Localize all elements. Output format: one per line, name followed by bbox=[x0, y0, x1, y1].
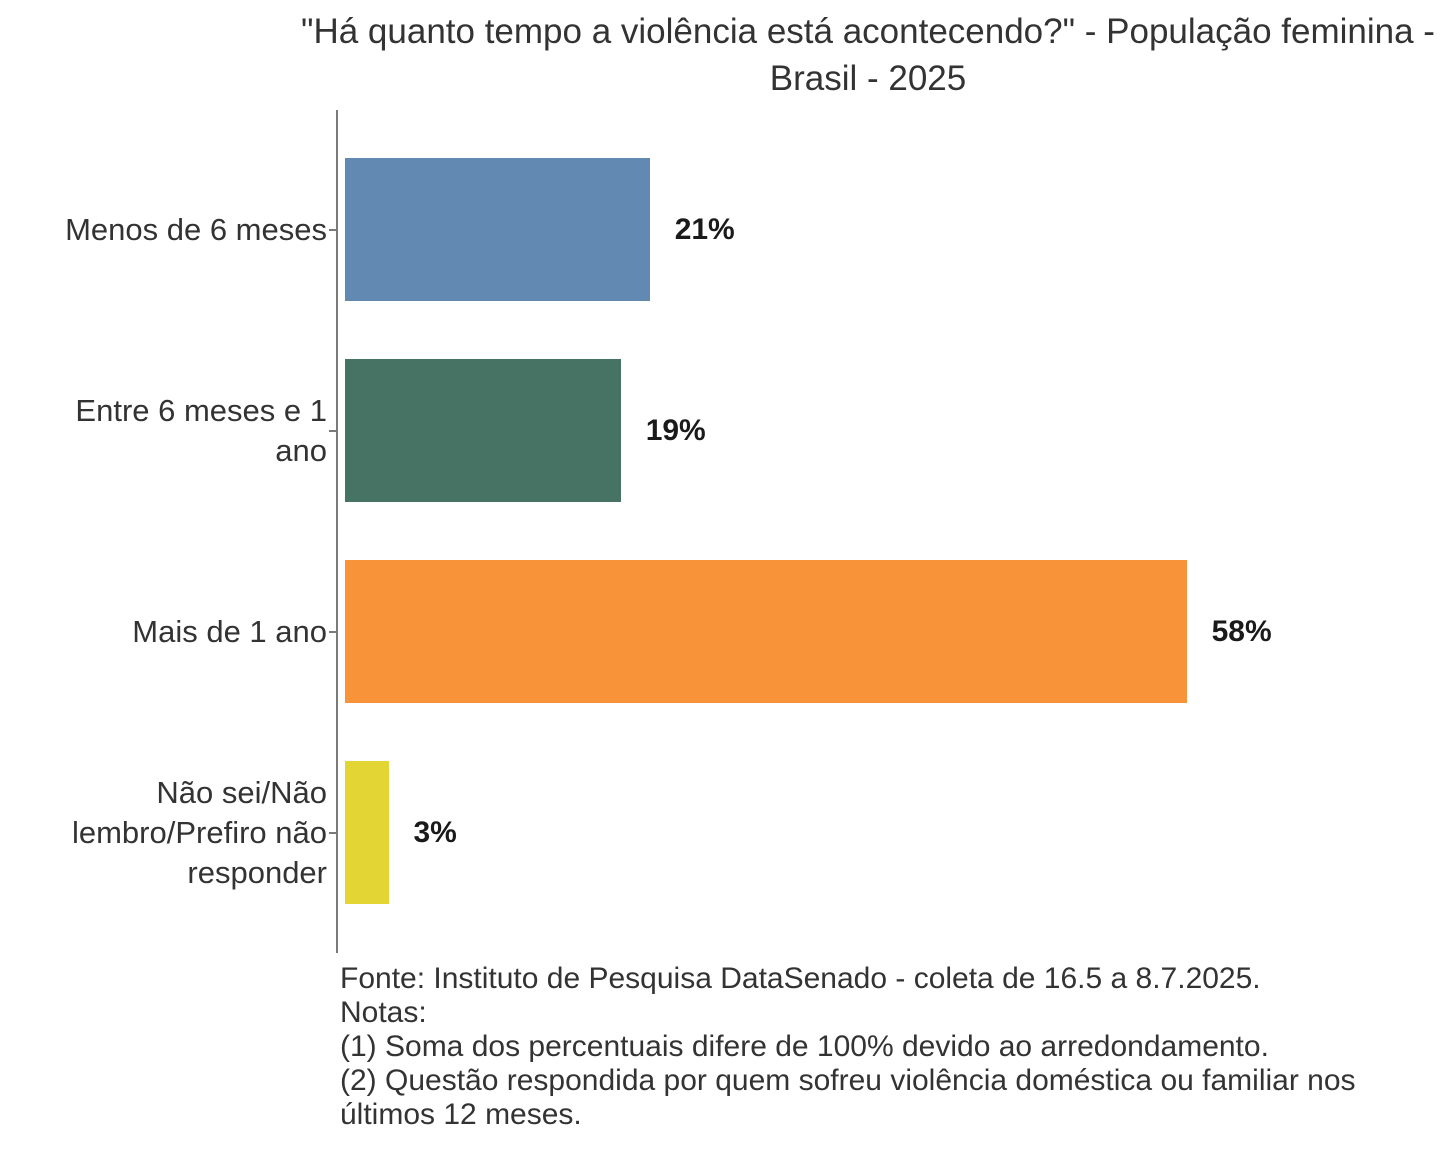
category-label: Não sei/Não lembro/Prefiro não responder bbox=[71, 774, 327, 890]
value-label: 3% bbox=[413, 815, 457, 849]
value-label: 21% bbox=[674, 212, 735, 246]
caption-fonte: Fonte: Instituto de Pesquisa DataSenado … bbox=[340, 962, 1261, 995]
bar-row: Menos de 6 meses 21% bbox=[0, 129, 1440, 330]
caption-note-2: (2) Questão respondida por quem sofreu v… bbox=[340, 1064, 1356, 1131]
axis-tick bbox=[329, 630, 338, 633]
value-label: 19% bbox=[645, 413, 706, 447]
axis-tick bbox=[329, 831, 338, 834]
bar-row: Não sei/Não lembro/Prefiro não responder… bbox=[0, 732, 1440, 933]
value-label: 58% bbox=[1211, 614, 1272, 648]
chart-title: "Há quanto tempo a violência está aconte… bbox=[301, 12, 1435, 98]
caption-note-1: (1) Soma dos percentuais difere de 100% … bbox=[340, 1030, 1269, 1063]
plot-area: Menos de 6 meses 21% Entre 6 meses e 1 a… bbox=[0, 110, 1440, 953]
bar bbox=[345, 359, 621, 502]
axis-tick bbox=[329, 228, 338, 231]
axis-tick bbox=[329, 429, 338, 432]
bar bbox=[345, 560, 1187, 703]
bar bbox=[345, 761, 389, 904]
bar bbox=[345, 158, 650, 301]
bar-row: Entre 6 meses e 1 ano 19% bbox=[0, 330, 1440, 531]
category-label: Entre 6 meses e 1 ano bbox=[75, 392, 327, 468]
y-axis-line bbox=[336, 110, 338, 953]
category-label: Menos de 6 meses bbox=[65, 211, 327, 247]
bar-row: Mais de 1 ano 58% bbox=[0, 531, 1440, 732]
category-label: Mais de 1 ano bbox=[132, 613, 327, 649]
caption-notas-label: Notas: bbox=[340, 996, 427, 1029]
caption: Fonte: Instituto de Pesquisa DataSenado … bbox=[340, 962, 1415, 1132]
